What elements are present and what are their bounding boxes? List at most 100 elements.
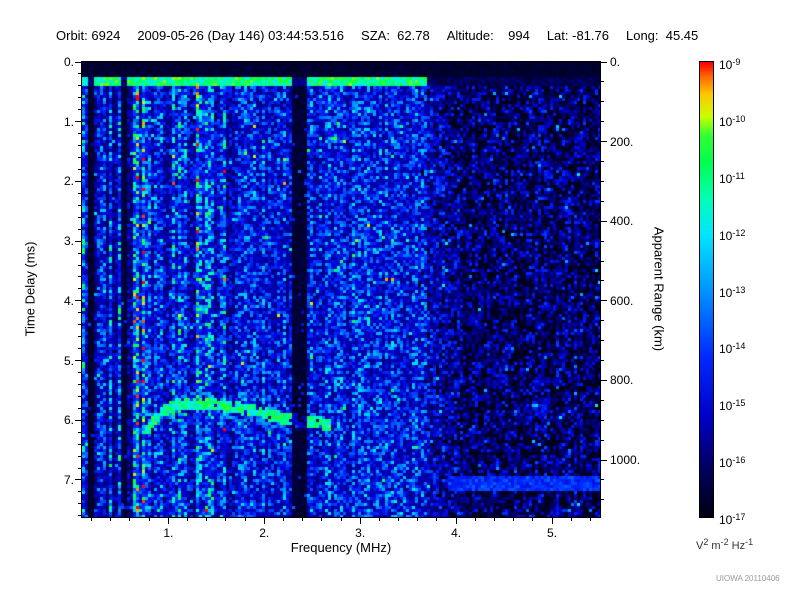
right-axis-tick [600,459,607,461]
right-axis-tick [600,220,607,222]
y-axis-minor-tick [78,503,82,505]
colorbar-tick-base: 10 [719,342,733,357]
x-axis-minor-tick [474,517,476,521]
x-axis-minor-tick [91,517,93,521]
colorbar-tick-label: 10-15 [719,395,745,414]
y-axis-minor-tick [78,228,82,230]
y-tick-label: 2. [63,174,74,189]
y-axis-tick [75,61,82,63]
right-axis-minor-tick [600,439,604,441]
colorbar-tick-exponent: -14 [732,341,746,352]
colorbar-tick-base: 10 [719,228,733,243]
right-tick-label: 0. [610,55,621,69]
x-axis-tick [551,517,553,524]
y-axis-minor-tick [78,276,82,278]
x-axis-minor-tick [110,517,112,521]
right-axis-minor-tick [600,161,604,163]
colorbar-tick-exponent: -17 [732,512,746,522]
right-axis-minor-tick [600,101,604,103]
x-axis-minor-tick [532,517,534,521]
y-axis-minor-tick [78,192,82,194]
colorbar-unit-part: V [696,540,704,552]
colorbar-tick-exponent: -15 [732,398,746,409]
y-axis-minor-tick [78,85,82,87]
y-axis-minor-tick [78,133,82,135]
y-axis-label-right: Apparent Range (km) [651,226,667,352]
y-axis-label-left: Time Delay (ms) [22,241,38,337]
right-axis-minor-tick [600,240,604,242]
right-axis-tick [600,300,607,302]
right-axis-minor-tick [600,121,604,123]
y-tick-label: 1. [63,114,74,129]
x-axis-minor-tick [244,517,246,521]
x-axis-label: Frequency (MHz) [290,540,392,555]
colorbar-tick-exponent: -16 [732,455,746,466]
colorbar-unit-part: Hz [728,540,746,552]
y-tick-label: 0. [63,55,74,69]
y-axis-tick [75,360,82,362]
y-axis-minor-tick [78,312,82,314]
y-axis-minor-tick [78,288,82,290]
y-axis-minor-tick [78,371,82,373]
colorbar-tick-base: 10 [719,114,733,129]
x-axis-minor-tick [206,517,208,521]
colorbar-unit-part: -2 [720,537,729,547]
colorbar-tick-exponent: -12 [732,227,746,238]
y-axis-minor-tick [78,336,82,338]
y-axis-tick [75,300,82,302]
x-axis-minor-tick [570,517,572,521]
right-axis-tick [600,379,607,381]
x-axis-minor-tick [417,517,419,521]
y-axis-minor-tick [78,467,82,469]
colorbar-tick-label: 10-12 [719,225,745,244]
y-axis-minor-tick [78,431,82,433]
right-axis-minor-tick [600,340,604,342]
x-tick-label: 4. [451,526,462,540]
right-axis-minor-tick [600,320,604,322]
right-axis-minor-tick [600,81,604,83]
x-axis-minor-tick [282,517,284,521]
y-tick-label: 3. [63,234,74,249]
right-axis-minor-tick [600,419,604,421]
y-axis-minor-tick [78,455,82,457]
right-tick-label: 1000. [610,453,641,468]
colorbar-tick-base: 10 [719,285,733,300]
colorbar-tick-base: 10 [719,171,733,186]
colorbar-tick-label: 10-16 [719,452,745,471]
colorbar-tick-exponent: -11 [732,170,745,181]
y-axis-minor-tick [78,264,82,266]
colorbar-tick-label: 10-10 [719,111,745,130]
colorbar-tick-label: 10-14 [719,338,745,357]
right-axis-minor-tick [600,360,604,362]
x-axis-minor-tick [493,517,495,521]
y-axis-minor-tick [78,491,82,493]
colorbar-tick-exponent: -10 [732,113,746,124]
colorbar-tick-base: 10 [719,399,733,414]
orbit-label: Orbit: 6924 [56,28,121,43]
x-axis-tick [263,517,265,524]
colorbar-unit: V2 m-2 Hz-1 [696,537,753,552]
y-axis-minor-tick [78,157,82,159]
colorbar-tick-label: 10-17 [719,509,745,528]
colorbar-tick-base: 10 [719,58,733,72]
x-tick-label: 3. [355,526,366,540]
y-axis-tick [75,240,82,242]
altitude-label: Altitude: 994 [446,28,530,43]
x-axis-minor-tick [148,517,150,521]
x-axis-tick [359,517,361,524]
y-axis-tick [75,479,82,481]
y-axis-minor-tick [78,168,82,170]
y-axis-minor-tick [78,216,82,218]
x-axis-minor-tick [187,517,189,521]
x-axis-minor-tick [378,517,380,521]
right-axis-minor-tick [600,399,604,401]
y-axis-minor-tick [78,97,82,99]
x-axis-minor-tick [589,517,591,521]
y-tick-label: 7. [63,472,74,487]
right-axis-tick [600,61,607,63]
y-axis-minor-tick [78,145,82,147]
y-axis-minor-tick [78,515,82,517]
x-axis-minor-tick [129,517,131,521]
y-tick-label: 6. [63,413,74,428]
